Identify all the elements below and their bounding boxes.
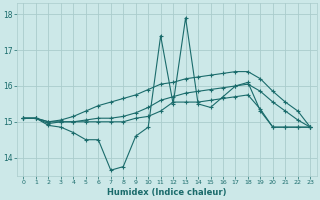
- X-axis label: Humidex (Indice chaleur): Humidex (Indice chaleur): [107, 188, 227, 197]
